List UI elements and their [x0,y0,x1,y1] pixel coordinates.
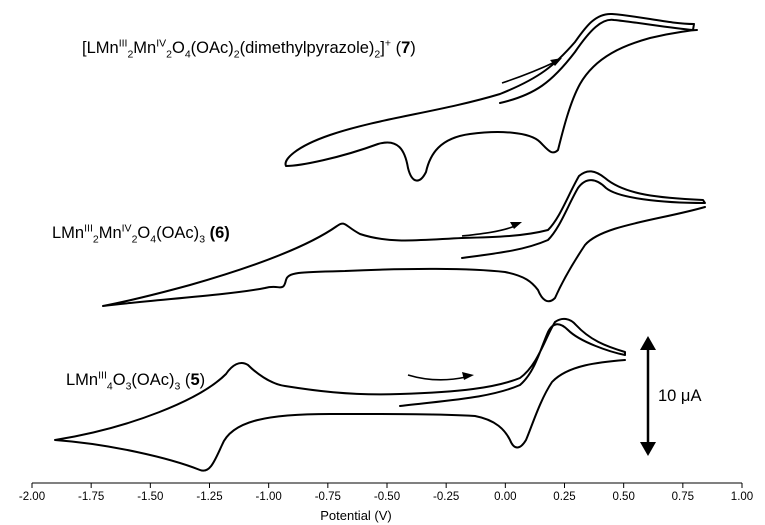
series-label-compound-5: LMnIII4O3(OAc)3 (5) [66,369,206,393]
x-tick-label: 0.75 [672,491,694,503]
x-tick-label: -0.50 [374,491,400,503]
cv-trace-compound-6 [102,170,706,307]
x-tick-label: -1.25 [196,491,222,503]
scale-bar-label: 10 μA [658,387,701,405]
series-label-compound-6: LMnIII2MnIV2O4(OAc)3 (6) [52,222,230,246]
x-tick-label: -2.00 [19,491,45,503]
x-tick-label: 0.00 [494,491,516,503]
x-tick-label: 0.50 [612,491,634,503]
x-tick-label: 1.00 [731,491,753,503]
series-label-compound-7: [LMnIII2MnIV2O4(OAc)2(dimethylpyrazole)2… [82,37,416,61]
cv-trace-compound-7 [284,12,698,182]
x-tick-label: -1.50 [137,491,163,503]
scan-arrow-6 [461,222,522,237]
x-tick-label: -0.25 [433,491,459,503]
x-tick-label: -0.75 [315,491,341,503]
scan-arrow-7 [501,58,562,84]
x-tick-label: -1.00 [256,491,282,503]
cv-trace-compound-5 [54,317,626,472]
x-axis-title: Potential (V) [320,508,392,523]
x-tick-label: -1.75 [78,491,104,503]
x-axis-ticks: -2.00 -1.75 -1.50 -1.25 -1.00 -0.75 -0.50 -0.25… [19,483,753,503]
scan-arrow-5 [407,372,474,381]
current-scale-bar: 10 μA [640,336,701,456]
x-tick-label: 0.25 [553,491,575,503]
